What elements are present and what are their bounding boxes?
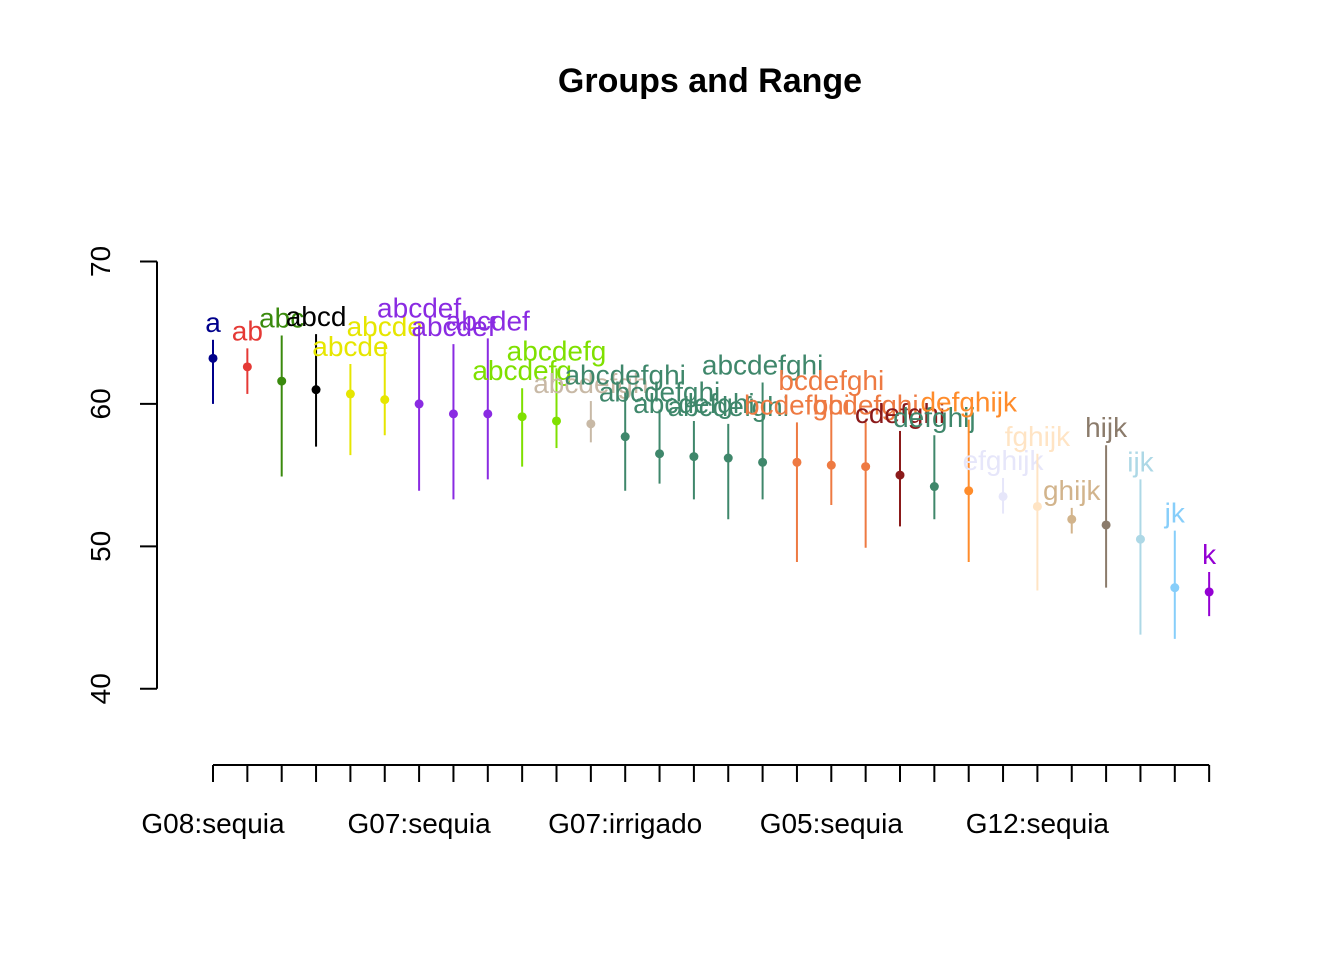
mean-point	[311, 385, 321, 395]
group-label: jk	[1164, 498, 1186, 529]
mean-point	[345, 389, 355, 399]
x-tick-label: G05:sequia	[760, 808, 904, 839]
mean-point	[758, 457, 768, 467]
group-label: abcdef	[411, 311, 495, 342]
mean-point	[620, 432, 630, 442]
x-axis: G08:sequia G07:sequia G07:irrigado G05:sequ…	[141, 764, 1211, 839]
y-tick-label: 50	[85, 531, 116, 562]
group-label: abcdefghi	[564, 360, 685, 391]
x-tick-label: G12:sequia	[966, 808, 1110, 839]
group-label: abcdefg	[472, 355, 572, 386]
group-label: abcde	[312, 331, 388, 362]
mean-point	[586, 419, 596, 429]
group-label: abcdef	[446, 305, 530, 336]
group-label: abcdefghi	[633, 388, 754, 419]
mean-point	[208, 353, 218, 363]
mean-point	[1204, 587, 1214, 597]
mean-point	[1101, 520, 1111, 530]
group-label: ijk	[1127, 446, 1154, 477]
mean-point	[1067, 514, 1077, 524]
mean-point	[483, 409, 493, 419]
mean-point	[1032, 501, 1042, 511]
group-label: abcdefghi	[668, 391, 789, 422]
mean-point	[242, 362, 252, 372]
group-label: cdefghi	[855, 398, 945, 429]
group-label: abcdefg	[507, 335, 607, 366]
mean-point	[552, 416, 561, 426]
y-tick-label: 40	[85, 673, 116, 704]
mean-point	[826, 460, 836, 470]
group-label: ghijk	[1043, 475, 1102, 506]
group-label: abcdef	[377, 293, 461, 324]
group-label: efghijk	[963, 445, 1045, 476]
group-label: defghijk	[920, 387, 1018, 418]
mean-point	[792, 457, 802, 467]
x-tick-label: G08:sequia	[141, 808, 285, 839]
data-marks: a ababcabcdabcdeabcdeabcdefabcdefabcdefab…	[205, 293, 1217, 639]
mean-point	[1170, 583, 1180, 593]
group-label: bcdefghi	[813, 389, 919, 420]
group-label: abcdefghi	[599, 377, 720, 408]
group-label: abcdefghi	[702, 350, 823, 381]
mean-point	[655, 449, 665, 459]
mean-point	[1135, 534, 1145, 544]
group-label: defghij	[893, 402, 976, 433]
group-label: k	[1202, 539, 1217, 570]
group-label: hijk	[1085, 412, 1128, 443]
mean-point	[448, 409, 458, 419]
mean-point	[414, 399, 424, 409]
group-label: fghijk	[1005, 421, 1071, 452]
mean-point	[861, 462, 871, 472]
y-axis: 40 50 60 70	[85, 246, 158, 704]
group-label: abcde	[347, 311, 423, 342]
x-tick-label: G07:sequia	[347, 808, 491, 839]
y-tick-label: 60	[85, 388, 116, 419]
mean-point	[689, 452, 699, 462]
mean-point	[929, 482, 939, 492]
mean-point	[277, 376, 287, 386]
group-label: abcdefgh	[533, 368, 648, 399]
mean-point	[517, 412, 527, 422]
x-tick-label: G07:irrigado	[548, 808, 702, 839]
group-label: a	[205, 307, 221, 338]
chart-title: Groups and Range	[558, 62, 862, 100]
group-label: ab	[232, 315, 263, 346]
mean-point	[380, 395, 390, 405]
group-label: abcd	[286, 301, 347, 332]
group-label: abc	[259, 303, 304, 334]
y-tick-label: 70	[85, 246, 116, 277]
mean-point	[723, 453, 733, 463]
mean-point	[895, 470, 905, 480]
mean-point	[998, 491, 1008, 501]
mean-point	[964, 486, 974, 496]
group-label: bcdefghi	[778, 365, 884, 396]
